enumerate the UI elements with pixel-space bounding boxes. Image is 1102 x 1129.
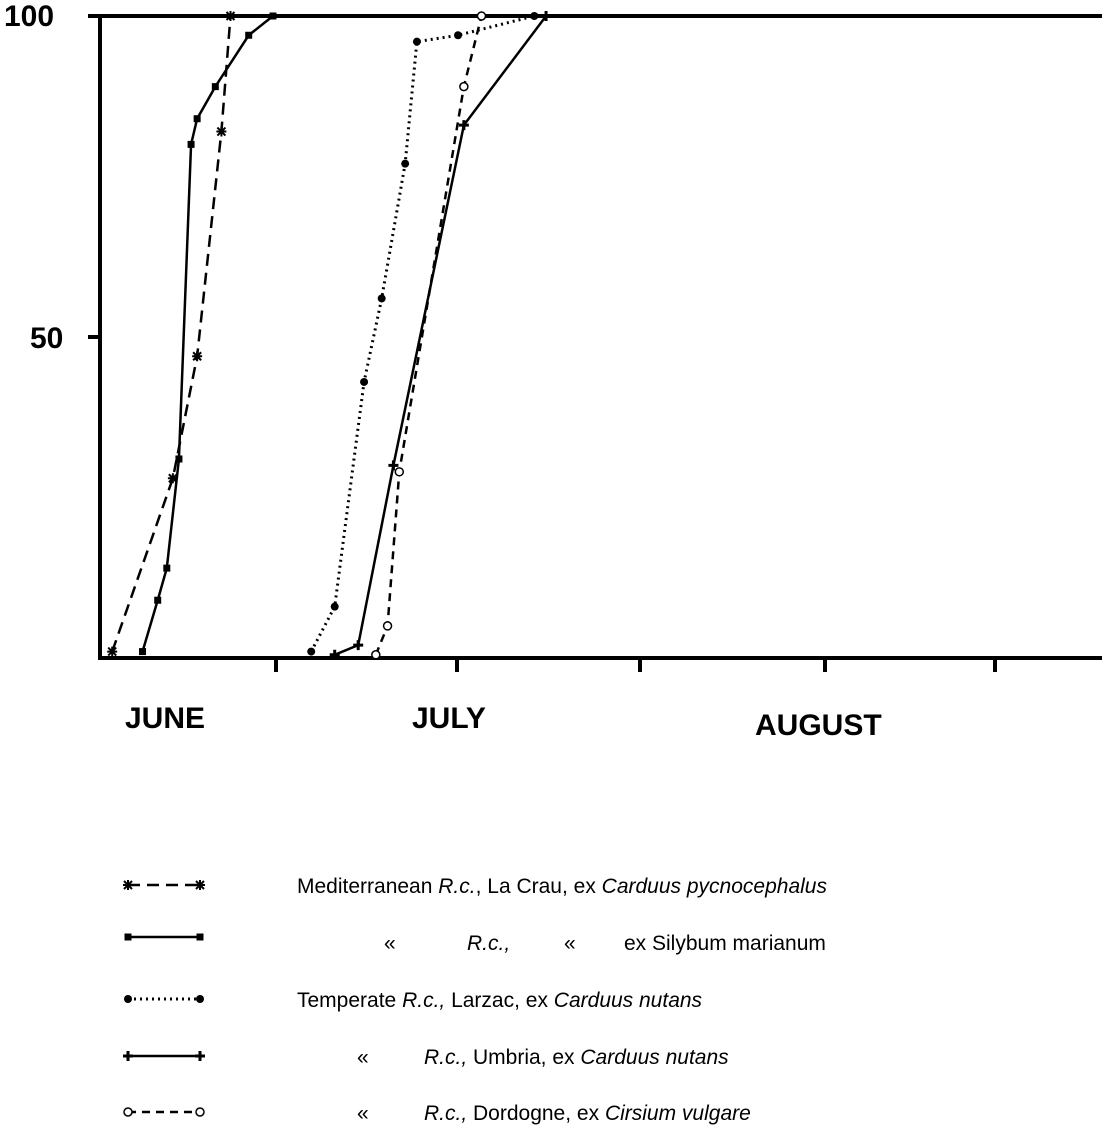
- legend-2-location: Larzac, ex: [445, 989, 554, 1012]
- data-point-umbria: [541, 11, 552, 21]
- x-tick-label-july: JULY: [412, 702, 486, 735]
- series-line-dordogne: [374, 15, 483, 656]
- legend-4-host: Cirsium vulgare: [605, 1102, 751, 1125]
- legend-entry-3: « R.c., Umbria, ex Carduus nutans: [357, 1046, 729, 1069]
- legend-entry-0: Mediterranean R.c., La Crau, ex Carduus …: [297, 875, 827, 898]
- legend-marker-umbria: [195, 1051, 205, 1061]
- data-point-dordogne: [476, 11, 487, 21]
- legend-symbols: [123, 880, 205, 1117]
- data-point-silybum: [139, 648, 147, 656]
- legend-2-prefix: Temperate: [297, 989, 402, 1012]
- data-point-silybum: [154, 596, 162, 604]
- legend-1-prefix: «: [384, 932, 396, 955]
- legend-entry-4: « R.c., Dordogne, ex Cirsium vulgare: [357, 1102, 751, 1125]
- legend-marker-umbria: [123, 1051, 133, 1061]
- legend-marker-crau: [123, 880, 133, 890]
- series-layer: [107, 11, 552, 660]
- legend-2-host: Carduus nutans: [554, 989, 703, 1012]
- data-point-crau: [216, 126, 227, 137]
- legend-4-rc: R.c.,: [424, 1102, 467, 1125]
- data-point-silybum: [193, 115, 201, 123]
- data-point-larzac: [412, 37, 421, 46]
- legend-0-prefix: Mediterranean: [297, 875, 438, 898]
- legend-0-location: , La Crau, ex: [476, 875, 602, 898]
- legend-0-host: Carduus pycnocephalus: [602, 875, 828, 898]
- data-point-silybum: [163, 564, 171, 572]
- data-point-crau: [107, 646, 118, 657]
- data-point-silybum: [269, 12, 277, 20]
- legend-1-host: ex Silybum marianum: [624, 932, 826, 955]
- x-tick-label-june: JUNE: [125, 702, 205, 735]
- legend-marker-dordogne: [195, 1107, 205, 1117]
- data-point-umbria: [353, 640, 364, 651]
- data-point-larzac: [330, 602, 339, 611]
- data-point-larzac: [530, 12, 539, 20]
- series-line-silybum: [141, 15, 274, 652]
- data-point-larzac: [401, 159, 410, 168]
- legend-marker-crau: [195, 880, 205, 890]
- data-point-umbria: [329, 649, 340, 660]
- legend-0-rc: R.c.: [438, 875, 475, 898]
- data-point-larzac: [377, 294, 386, 303]
- series-line-umbria: [334, 15, 548, 656]
- legend-entry-1: « R.c., « ex Silybum marianum: [384, 932, 826, 955]
- legend-marker-silybum: [124, 933, 132, 941]
- legend-marker-dordogne: [123, 1107, 133, 1117]
- data-point-umbria: [388, 460, 399, 471]
- data-point-silybum: [245, 31, 253, 39]
- series-line-crau: [111, 15, 232, 652]
- legend-entry-2: Temperate R.c., Larzac, ex Carduus nutan…: [297, 989, 703, 1012]
- data-point-larzac: [454, 31, 462, 40]
- legend-marker-larzac: [124, 995, 132, 1003]
- data-point-umbria: [458, 120, 469, 131]
- legend-marker-larzac: [196, 995, 204, 1003]
- y-tick-label-100: 100: [4, 0, 54, 33]
- legend-3-host: Carduus nutans: [580, 1046, 729, 1069]
- legend-1-location: «: [564, 932, 576, 955]
- data-point-dordogne: [394, 467, 405, 477]
- data-point-silybum: [211, 83, 219, 91]
- x-tick-label-august: AUGUST: [755, 709, 882, 742]
- data-point-silybum: [187, 140, 195, 148]
- legend-2-rc: R.c.,: [402, 989, 445, 1012]
- legend-4-prefix: «: [357, 1102, 369, 1125]
- data-point-dordogne: [459, 81, 469, 92]
- data-point-silybum: [175, 455, 183, 463]
- legend-3-rc: R.c.,: [424, 1046, 467, 1069]
- y-tick-label-50: 50: [30, 322, 63, 355]
- legend-1-rc: R.c.,: [467, 932, 510, 955]
- legend-3-location: Umbria, ex: [467, 1046, 580, 1069]
- legend-4-location: Dordogne, ex: [467, 1102, 605, 1125]
- data-point-larzac: [360, 377, 369, 386]
- data-point-crau: [225, 11, 236, 21]
- data-point-crau: [192, 351, 203, 362]
- data-point-dordogne: [371, 650, 381, 660]
- data-point-dordogne: [382, 621, 393, 631]
- data-point-crau: [167, 473, 178, 484]
- legend-3-prefix: «: [357, 1046, 369, 1069]
- legend-marker-silybum: [196, 933, 204, 941]
- data-point-larzac: [307, 647, 316, 656]
